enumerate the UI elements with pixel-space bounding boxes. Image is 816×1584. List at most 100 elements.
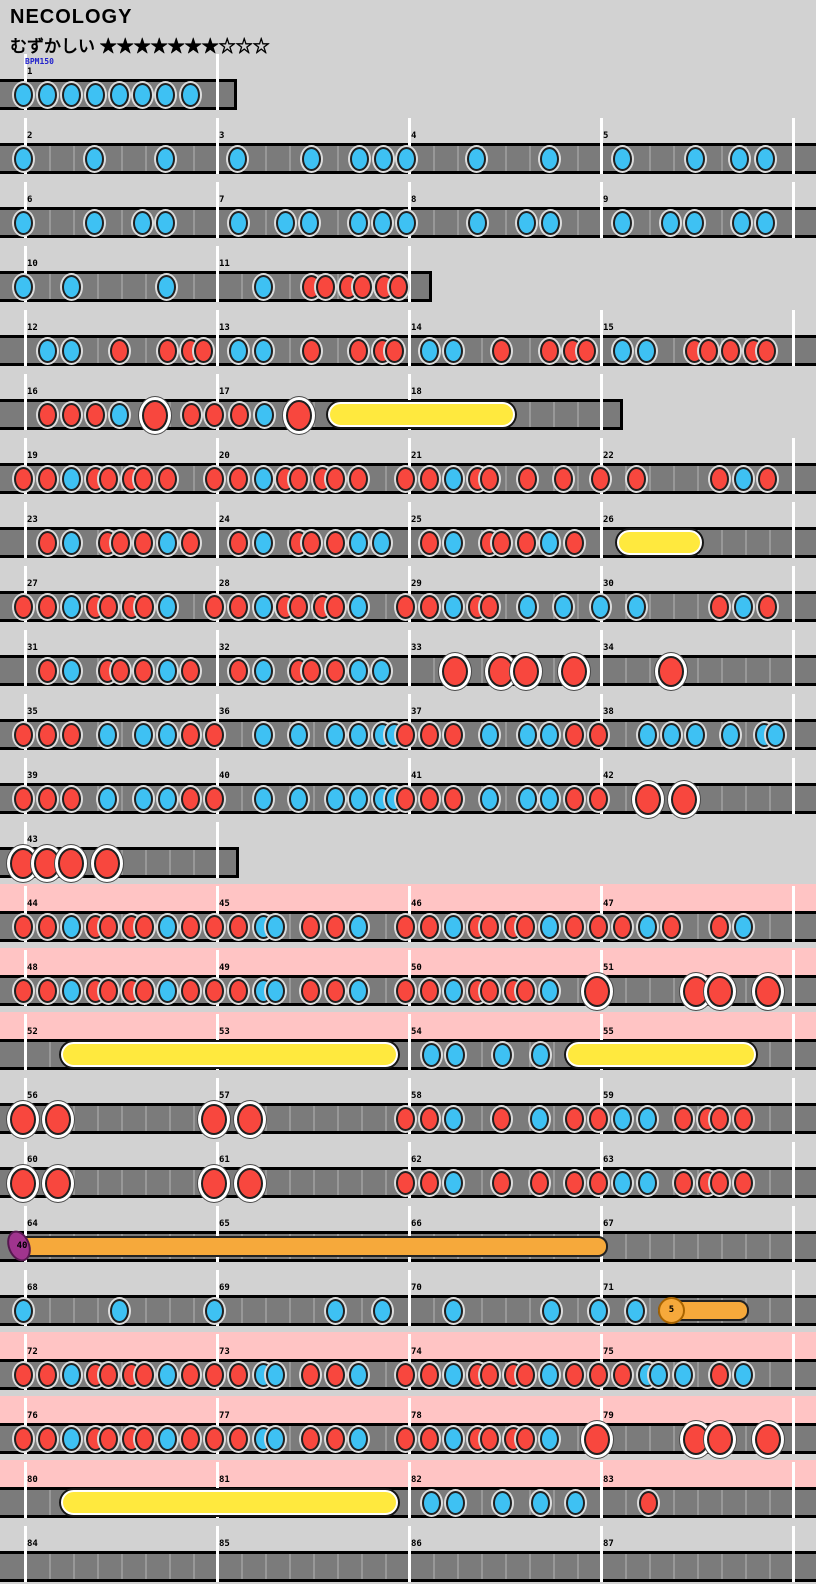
note-ka [109, 403, 129, 427]
note-ka [625, 1299, 645, 1323]
note-ka [157, 1363, 177, 1387]
note-ka [348, 531, 368, 555]
measure-number: 49 [219, 963, 230, 973]
measure-line [792, 1270, 795, 1326]
note-don [564, 531, 584, 555]
beat-gridline [457, 146, 459, 171]
note-don [300, 1363, 320, 1387]
note-don [419, 1107, 439, 1131]
drumroll-note [61, 1042, 398, 1067]
big-note-don [237, 1167, 263, 1199]
note-ka [13, 211, 33, 235]
big-note-don [442, 655, 468, 687]
note-ka [84, 211, 104, 235]
measure-line [792, 1014, 795, 1070]
beat-gridline [289, 146, 291, 171]
beat-gridline [385, 594, 387, 619]
note-don [288, 595, 308, 619]
measure-line [216, 374, 219, 430]
note-ka [265, 1363, 285, 1387]
note-don [204, 595, 224, 619]
note-ka [637, 915, 657, 939]
measure-line [216, 118, 219, 174]
beat-gridline [241, 1554, 243, 1579]
note-don [709, 595, 729, 619]
note-ka [288, 787, 308, 811]
big-note-don [201, 1103, 227, 1135]
big-note-don [10, 1103, 36, 1135]
note-don [228, 531, 248, 555]
measure-line [600, 182, 603, 238]
note-don [228, 915, 248, 939]
note-don [352, 275, 372, 299]
beat-gridline [553, 1042, 555, 1067]
measure-line [600, 1078, 603, 1134]
measure-number: 53 [219, 1027, 230, 1037]
note-ka [539, 1427, 559, 1451]
measure-number: 1 [27, 67, 33, 77]
note-ka [612, 147, 632, 171]
measure-number: 9 [603, 195, 609, 205]
measure-line [216, 182, 219, 238]
measure-line [408, 1526, 411, 1582]
note-don [13, 787, 33, 811]
beat-gridline [697, 594, 699, 619]
note-ka [348, 595, 368, 619]
star-rating: ★★★★★★★☆☆☆ [99, 37, 270, 56]
beat-gridline [697, 914, 699, 939]
note-ka [157, 1427, 177, 1451]
big-note-don [584, 975, 610, 1007]
note-don [419, 723, 439, 747]
difficulty-label: むずかしい [10, 37, 95, 56]
beat-gridline [577, 594, 579, 619]
note-don [325, 979, 345, 1003]
note-ka [275, 211, 295, 235]
note-don [539, 339, 559, 363]
measure-line [792, 630, 795, 686]
note-ka [729, 147, 749, 171]
note-don [180, 1363, 200, 1387]
beat-gridline [193, 1170, 195, 1195]
note-don [204, 723, 224, 747]
measure-line [600, 694, 603, 750]
note-don [388, 275, 408, 299]
measure-number: 11 [219, 259, 230, 269]
measure-line [792, 1206, 795, 1262]
measure-number: 60 [27, 1155, 38, 1165]
note-ka [445, 1491, 465, 1515]
beat-gridline [73, 1298, 75, 1323]
measure-number: 82 [411, 1475, 422, 1485]
note-ka [61, 659, 81, 683]
measure-number: 51 [603, 963, 614, 973]
measure-number: 21 [411, 451, 422, 461]
beat-gridline [361, 1106, 363, 1131]
beat-gridline [49, 1490, 51, 1515]
note-ka [419, 339, 439, 363]
beat-gridline [721, 786, 723, 811]
note-don [180, 1427, 200, 1451]
beat-gridline [625, 722, 627, 747]
big-note-don [45, 1103, 71, 1135]
note-ka [157, 787, 177, 811]
measure-line [24, 1462, 27, 1518]
measure-line [792, 1334, 795, 1390]
beat-gridline [697, 466, 699, 491]
note-don [180, 915, 200, 939]
note-ka [61, 467, 81, 491]
beat-gridline [313, 1106, 315, 1131]
beat-gridline [241, 786, 243, 811]
beat-gridline [385, 1106, 387, 1131]
note-don [325, 1363, 345, 1387]
note-don [720, 339, 740, 363]
beat-gridline [625, 1554, 627, 1579]
beat-gridline [481, 1042, 483, 1067]
measure-line [600, 1334, 603, 1390]
measure-number: 75 [603, 1347, 614, 1357]
measure-number: 2 [27, 131, 33, 141]
measure-line [408, 502, 411, 558]
beat-gridline [721, 658, 723, 683]
note-don [553, 467, 573, 491]
note-ka [228, 211, 248, 235]
beat-gridline [553, 658, 555, 683]
measure-line [216, 566, 219, 622]
